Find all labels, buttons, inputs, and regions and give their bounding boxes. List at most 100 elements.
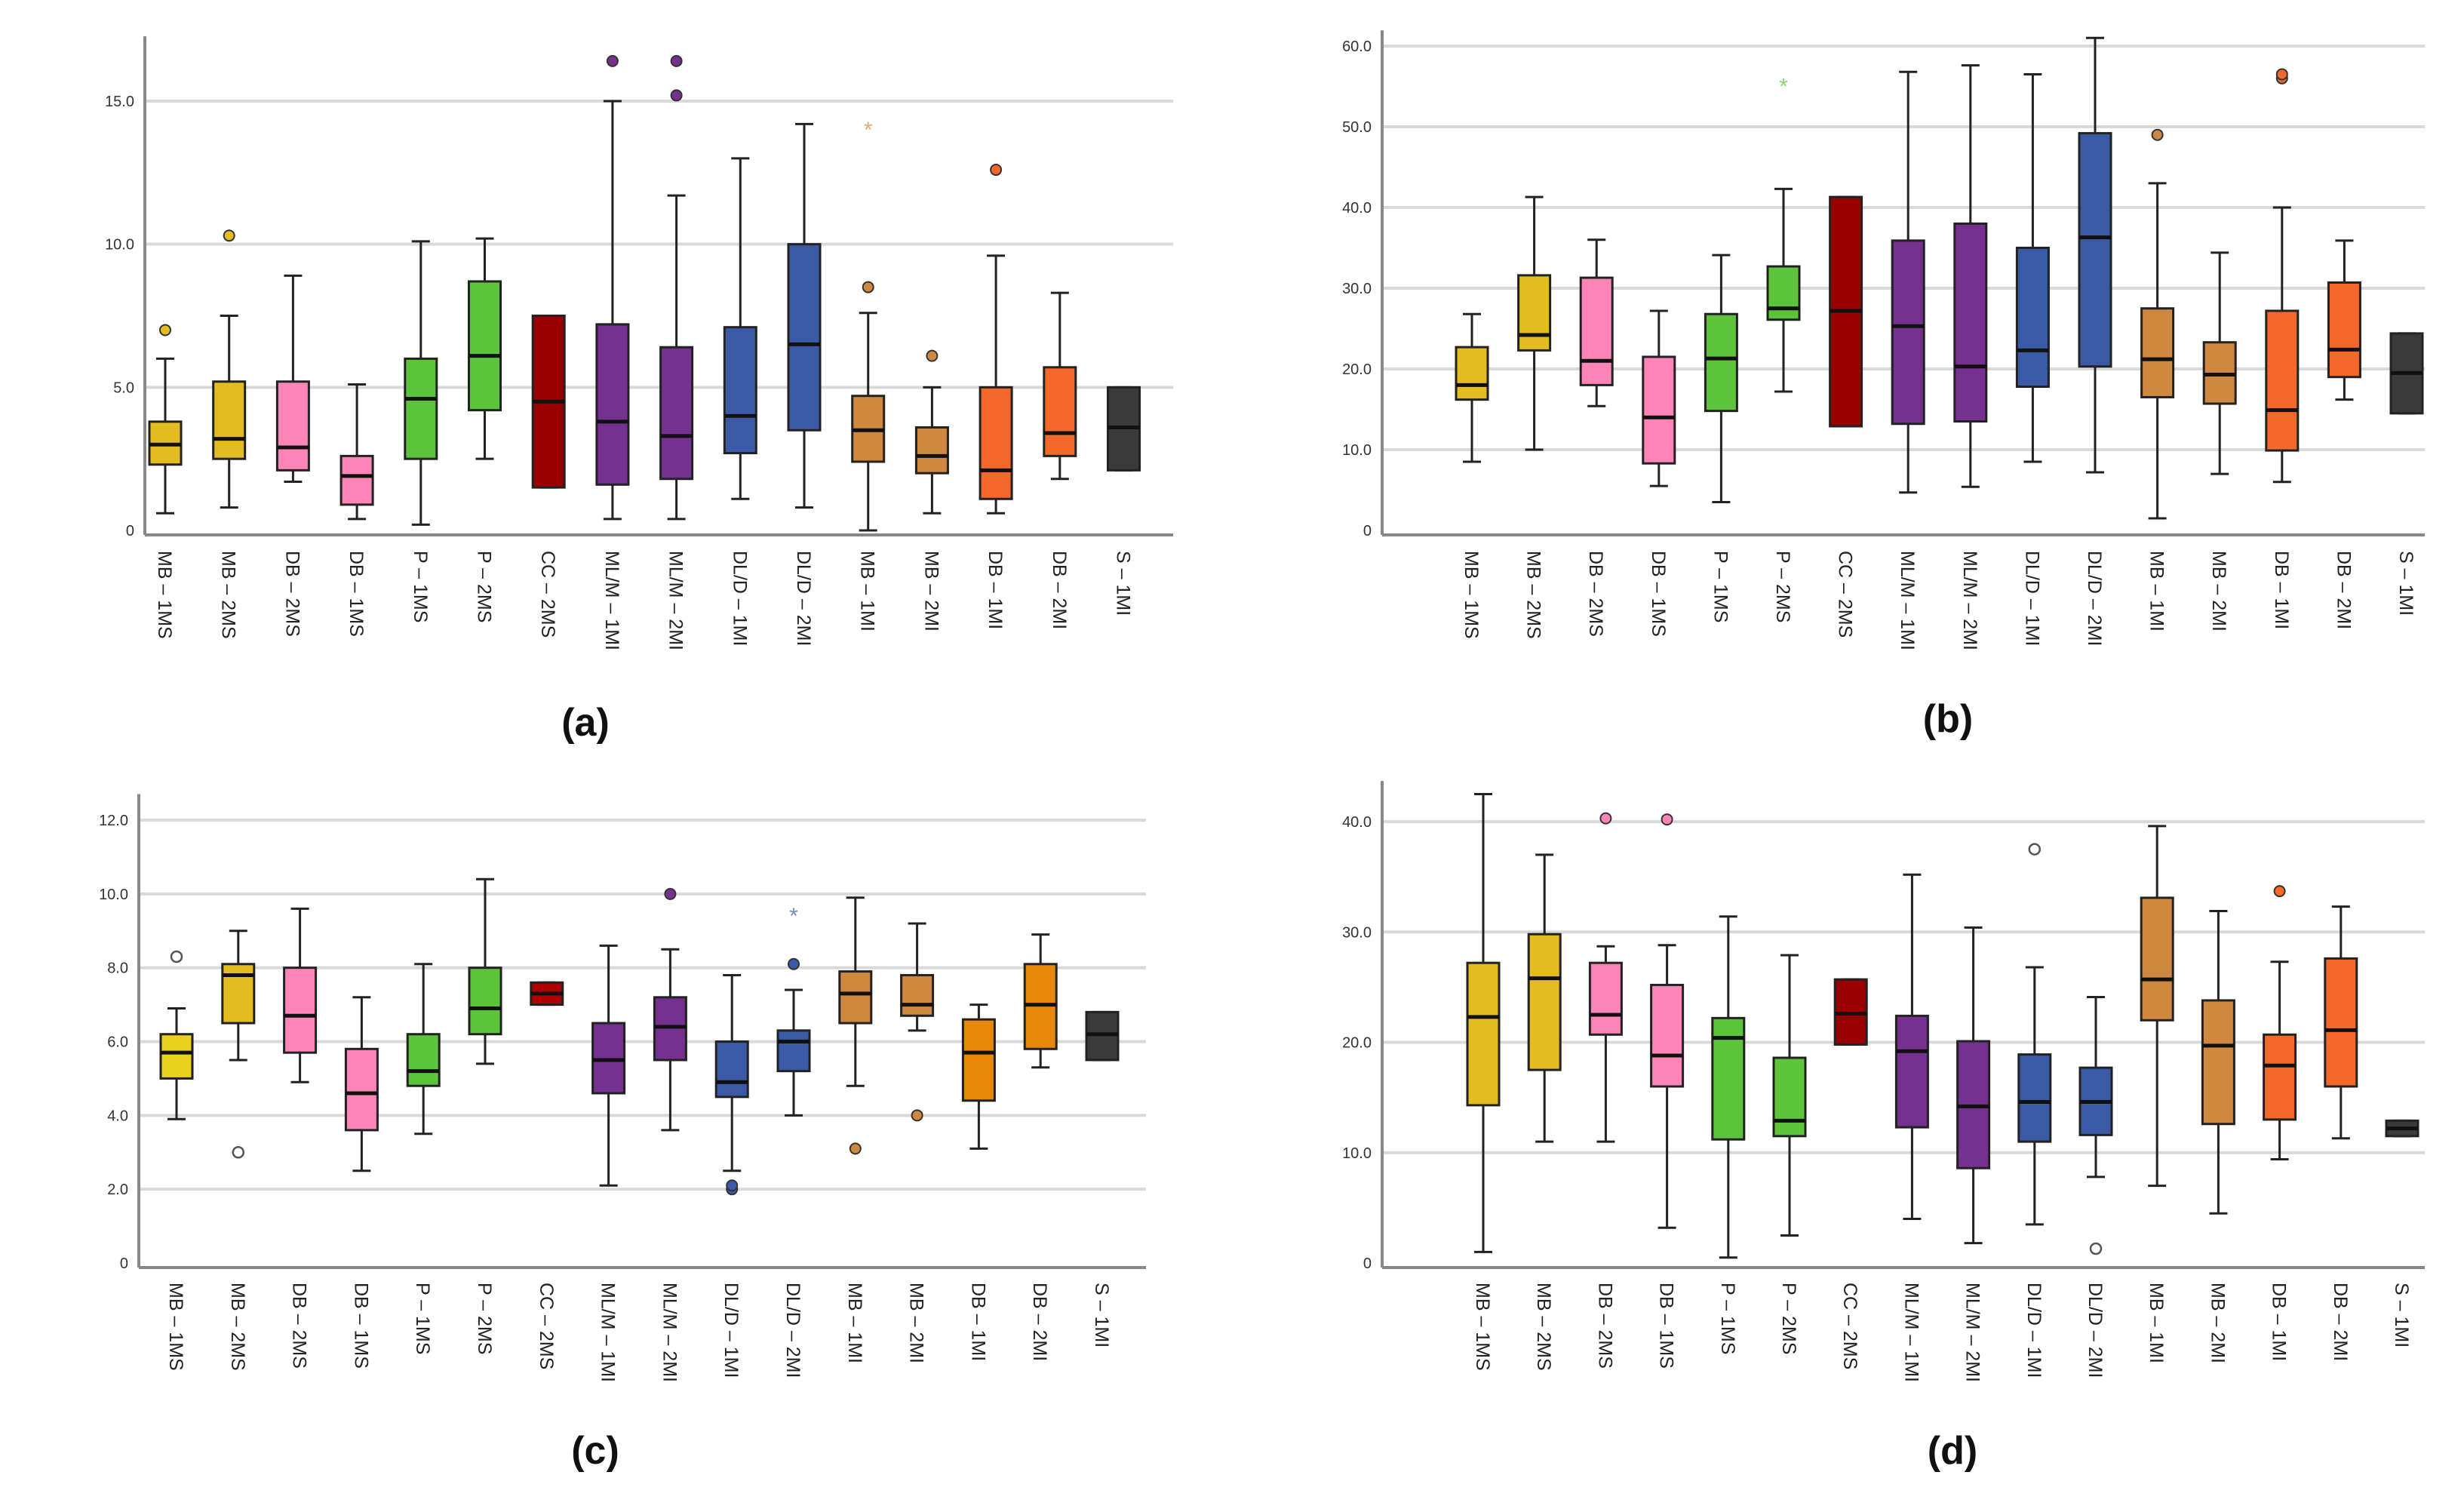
category-label: DB – 2MS (289, 1283, 310, 1369)
box-7: ML/M – 1MI (591, 944, 626, 1382)
box-10: * DL/D – 2MI (776, 904, 811, 1378)
category-label: DL/D – 2MI (782, 1283, 803, 1378)
box-12: MB – 2MI (2202, 251, 2237, 632)
box-5: P – 2MS (1772, 954, 1807, 1354)
iqr-box (2201, 999, 2235, 1126)
category-label: S – 1MI (2395, 551, 2416, 616)
outlier-dot (1599, 812, 1612, 825)
box-11: MB – 1MI (838, 896, 873, 1363)
box-13: DB – 1MI (961, 1003, 996, 1361)
box-7: ML/M – 1MI (595, 54, 630, 650)
y-tick-label: 5.0 (113, 380, 134, 396)
box-8: ML/M – 2MI (653, 887, 687, 1382)
category-label: DB – 1MS (350, 1283, 371, 1369)
box-14: DB – 2MI (2327, 239, 2361, 629)
category-label: MB – 1MS (154, 551, 175, 639)
box-5: P – 2MS (468, 877, 502, 1354)
category-label: MB – 2MS (1523, 551, 1544, 639)
box-3: DB – 1MS (1642, 309, 1676, 637)
y-tick-label: 20.0 (1342, 361, 1372, 378)
iqr-box (1579, 276, 1614, 386)
category-label: S – 1MI (1091, 1283, 1112, 1348)
outlier-dot (990, 164, 1003, 177)
iqr-box (1772, 1056, 1807, 1138)
outlier-dot (670, 89, 683, 102)
iqr-box (961, 1018, 996, 1102)
category-label: DB – 1MI (985, 551, 1006, 629)
iqr-box (1894, 1014, 1929, 1129)
category-label: DL/D – 1MI (729, 551, 750, 646)
iqr-box (159, 1033, 194, 1080)
y-tick-label: 15.0 (105, 94, 134, 110)
category-label: MB – 2MI (906, 1283, 927, 1363)
box-8: ML/M – 2MI (1953, 64, 1988, 650)
category-label: P – 2MS (474, 551, 495, 622)
box-0: MB – 1MS (159, 950, 194, 1371)
box-11: MB – 1MI (2140, 128, 2175, 632)
iqr-box (2140, 896, 2174, 1022)
box-12: MB – 2MI (900, 922, 935, 1363)
y-tick-label: 10.0 (1342, 1145, 1372, 1162)
category-label: MB – 2MI (920, 551, 942, 632)
outlier-dot (788, 957, 800, 970)
box-0: MB – 1MS (148, 324, 183, 639)
box-6: CC – 2MS (1833, 978, 1868, 1369)
y-tick-label: 40.0 (1342, 814, 1372, 831)
category-label: DB – 2MI (2330, 1283, 2351, 1361)
outlier-dot (223, 229, 235, 242)
category-label: CC – 2MS (537, 551, 558, 638)
category-label: ML/M – 1MI (601, 551, 622, 650)
panel-c: 0 2.0 4.0 6.0 8.0 10.0 12.0 MB – 1MS MB – 2MS DB … (99, 794, 1146, 1473)
outlier-open-circle (232, 1146, 245, 1159)
box-6: CC – 2MS (531, 315, 566, 638)
box-14: DB – 2MI (1043, 291, 1077, 629)
category-label: DL/D – 1MI (2021, 551, 2042, 646)
box-1: MB – 2MS (212, 229, 247, 639)
box-6: CC – 2MS (1829, 195, 1863, 638)
iqr-box (900, 973, 935, 1017)
iqr-box (221, 963, 256, 1025)
iqr-box (1588, 961, 1623, 1036)
category-label: DB – 2MS (1585, 551, 1606, 637)
y-tick-label: 10.0 (99, 887, 128, 903)
y-tick-label: 2.0 (107, 1182, 128, 1198)
iqr-box (1704, 312, 1738, 413)
box-8: ML/M – 2MI (1956, 926, 1991, 1382)
category-label: MB – 2MS (218, 551, 239, 639)
category-label: S – 1MI (1113, 551, 1134, 616)
box-0: MB – 1MS (1455, 312, 1489, 639)
panel-a: 0 5.0 10.0 15.0 MB – 1MS MB – 2MS DB – 2MS DB –… (105, 36, 1173, 745)
category-label: P – 2MS (1772, 551, 1793, 622)
box-15: S – 1MI (1085, 1010, 1120, 1348)
iqr-box (2140, 307, 2175, 398)
y-tick-label: 0 (120, 1255, 128, 1272)
extreme-outlier-star: * (864, 118, 873, 143)
iqr-box (776, 1029, 811, 1073)
box-12: MB – 2MI (914, 349, 949, 632)
box-5: * P – 2MS (1766, 75, 1801, 622)
iqr-box (339, 454, 374, 506)
box-9: DL/D – 1MI (714, 973, 749, 1378)
category-label: S – 1MI (2391, 1283, 2412, 1348)
category-label: P – 1MS (410, 551, 431, 622)
box-1: MB – 2MS (1517, 195, 1552, 639)
category-label: MB – 2MS (1533, 1283, 1554, 1371)
category-label: ML/M – 1MI (1900, 1283, 1922, 1382)
box-11: * MB – 1MI (851, 118, 886, 632)
y-tick-label: 30.0 (1342, 924, 1372, 941)
box-3: DB – 1MS (344, 996, 379, 1369)
category-label: DB – 1MS (1656, 1283, 1677, 1369)
box-3: DB – 1MS (1650, 813, 1685, 1369)
outlier-dot (2151, 128, 2164, 141)
iqr-box (1455, 346, 1489, 401)
outlier-dot (849, 1142, 862, 1155)
y-tick-label: 40.0 (1342, 200, 1372, 217)
outlier-dot (1661, 813, 1673, 826)
iqr-box (344, 1047, 379, 1132)
category-label: DL/D – 1MI (2023, 1283, 2045, 1378)
panel-title: (d) (1928, 1429, 1977, 1473)
iqr-box (1527, 933, 1562, 1071)
box-15: S – 1MI (1107, 386, 1141, 616)
box-8: ML/M – 2MI (659, 54, 694, 650)
